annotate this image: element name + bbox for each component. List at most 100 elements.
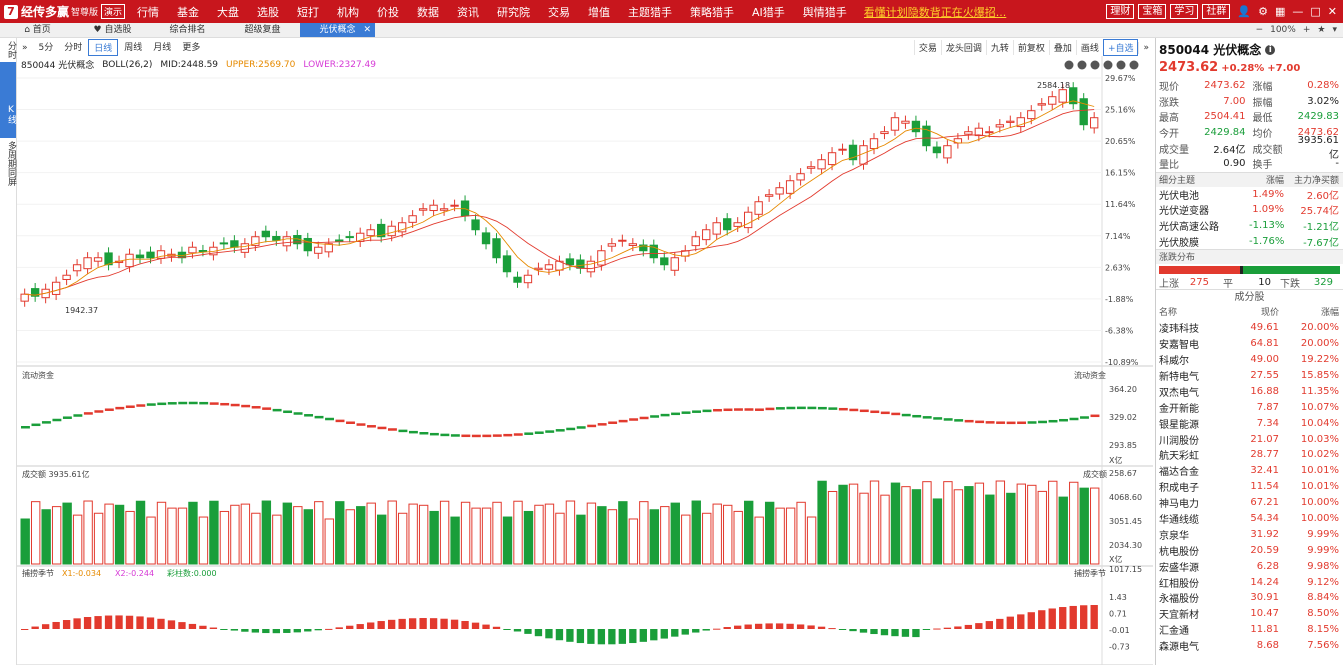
period-button[interactable]: 周线 [124, 43, 143, 53]
period-button[interactable]: 日线 [88, 39, 119, 56]
nav-item[interactable]: 主题猎手 [628, 5, 672, 19]
constituent-row[interactable]: 天宜新材 10.47 8.50% [1156, 606, 1343, 622]
constituent-row[interactable]: 永福股份 30.91 8.84% [1156, 590, 1343, 606]
tab-item[interactable]: ♥ 自选股 [75, 23, 150, 37]
constituent-row[interactable]: 川润股份 21.07 10.03% [1156, 431, 1343, 447]
nav-item[interactable]: 研究院 [497, 5, 530, 19]
maximize-icon[interactable]: □ [1310, 5, 1321, 18]
view-item[interactable]: 分时 [6, 41, 16, 59]
app-logo[interactable]: 7 经传多赢 智尊版 演示 [0, 3, 128, 20]
chart-tool-button[interactable]: 前复权 [1012, 40, 1049, 55]
chart-tool-button[interactable]: 叠加 [1048, 40, 1076, 55]
nav-item[interactable]: 短打 [297, 5, 319, 19]
constituent-row[interactable]: 金开新能 7.87 10.07% [1156, 399, 1343, 415]
constituent-row[interactable]: 神马电力 67.21 10.00% [1156, 495, 1343, 511]
constituent-row[interactable]: 积成电子 11.54 10.01% [1156, 479, 1343, 495]
top-button[interactable]: 宝箱 [1138, 4, 1167, 19]
nav-item[interactable]: AI猎手 [752, 5, 785, 19]
close-icon[interactable] [1103, 60, 1113, 70]
constituent-row[interactable]: 安嘉智电 64.81 20.00% [1156, 336, 1343, 352]
constituent-row[interactable]: 双杰电气 16.88 11.35% [1156, 383, 1343, 399]
ind-bar [419, 618, 427, 629]
zoom-in-icon[interactable]: + [1302, 25, 1311, 35]
constituent-row[interactable]: 凌玮科技 49.61 20.00% [1156, 320, 1343, 336]
top-button[interactable]: 理财 [1106, 4, 1135, 19]
constituent-row[interactable]: 华通线缆 54.34 10.00% [1156, 511, 1343, 527]
subtheme-row[interactable]: 光伏胶膜 -1.76% -7.67亿 [1156, 233, 1343, 249]
candle [20, 293, 29, 302]
subtheme-row[interactable]: 光伏逆变器 1.09% 25.74亿 [1156, 202, 1343, 218]
view-item[interactable]: K线 [0, 62, 16, 138]
nav-item[interactable]: 交易 [548, 5, 570, 19]
nav-item[interactable]: 行情 [137, 5, 159, 19]
more-icon[interactable]: ▾ [1332, 25, 1337, 35]
star-icon[interactable]: ★ [1317, 25, 1326, 35]
period-button[interactable]: 更多 [182, 43, 201, 53]
subtheme-row[interactable]: 光伏高速公路 -1.13% -1.21亿 [1156, 218, 1343, 234]
grid-icon[interactable]: ▦ [1274, 5, 1286, 18]
constituent-row[interactable]: 新特电气 27.55 15.85% [1156, 368, 1343, 384]
flow-bar [807, 406, 817, 410]
candle [377, 223, 386, 238]
tab-item[interactable]: ⌂ 首页 [0, 23, 75, 37]
candle [418, 208, 428, 211]
candle [387, 225, 396, 237]
nav-item[interactable]: 资讯 [457, 5, 479, 19]
period-button[interactable]: 分时 [64, 43, 83, 53]
top-button[interactable]: 学习 [1170, 4, 1199, 19]
nav-item[interactable]: 数据 [417, 5, 439, 19]
settings-icon[interactable] [1116, 60, 1126, 70]
tab-item[interactable]: 超级复盘 [225, 23, 300, 37]
chart-tool-button[interactable]: 九转 [985, 40, 1013, 55]
constituent-row[interactable]: 京泉华 31.92 9.99% [1156, 526, 1343, 542]
minus-icon[interactable] [1090, 60, 1100, 70]
chart-tool-button[interactable]: +自选 [1102, 39, 1139, 56]
top-button[interactable]: 社群 [1202, 4, 1231, 19]
minimize-icon[interactable]: — [1292, 5, 1304, 18]
refresh-icon[interactable] [1064, 60, 1074, 70]
zoom-out-icon[interactable]: − [1255, 25, 1264, 35]
nav-item[interactable]: 基金 [177, 5, 199, 19]
news-marquee[interactable]: 看懂计划隐数背正在火爆招... [863, 5, 1007, 19]
chart-tool-button[interactable]: 龙头回调 [940, 40, 986, 55]
period-button[interactable]: 月线 [153, 43, 172, 53]
view-item[interactable]: 多周期同屏 [6, 141, 16, 186]
tab-item[interactable]: 综合排名 [150, 23, 225, 37]
constituent-row[interactable]: 科威尔 49.00 19.22% [1156, 352, 1343, 368]
nav-item[interactable]: 舆情猎手 [802, 5, 847, 19]
period-button[interactable]: 5分 [38, 43, 54, 53]
subtheme-row[interactable]: 光伏电池 1.49% 2.60亿 [1156, 187, 1343, 203]
kline-chart[interactable]: 29.67% 25.16% 20.65% 16.15% 11.64% 7.14% 2.63%… [17, 56, 1153, 665]
constituent-row[interactable]: 红相股份 14.24 9.12% [1156, 574, 1343, 590]
tab-item[interactable]: 光伏概念 ✕ [300, 23, 375, 37]
collapse-icon[interactable]: » [22, 42, 28, 53]
constituent-row[interactable]: 银星能源 7.34 10.04% [1156, 415, 1343, 431]
nav-item[interactable]: 增值 [588, 5, 610, 19]
expand-icon[interactable]: » [1138, 41, 1153, 54]
constituent-row[interactable]: 宏盛华源 6.28 9.98% [1156, 558, 1343, 574]
nav-item[interactable]: 大盘 [217, 5, 239, 19]
info-icon[interactable]: i [1265, 44, 1276, 55]
constituent-row[interactable]: 汇金通 11.81 8.15% [1156, 622, 1343, 638]
constituent-row[interactable]: 航天彩虹 28.77 10.02% [1156, 447, 1343, 463]
nav-item[interactable]: 机构 [337, 5, 359, 19]
chart-tool-button[interactable]: 交易 [913, 40, 941, 55]
zoom-level: 100% [1270, 25, 1296, 35]
constituent-row[interactable]: 森源电气 8.68 7.56% [1156, 638, 1343, 654]
user-icon[interactable]: 👤 [1237, 5, 1252, 18]
ind-bar [964, 624, 973, 629]
add-icon[interactable] [1077, 60, 1087, 70]
close-tab-icon[interactable]: ✕ [363, 25, 371, 35]
nav-item[interactable]: 价投 [377, 5, 399, 19]
help-icon[interactable] [1129, 60, 1139, 70]
close-icon[interactable]: ✕ [1327, 5, 1337, 18]
ind-bar [985, 621, 993, 629]
boll-params[interactable]: BOLL(26,2) [102, 59, 153, 70]
flow-bar [387, 428, 397, 431]
constituent-row[interactable]: 杭电股份 20.59 9.99% [1156, 542, 1343, 558]
gear-icon[interactable]: ⚙ [1258, 5, 1268, 18]
chart-tool-button[interactable]: 画线 [1075, 40, 1103, 55]
nav-item[interactable]: 选股 [257, 5, 279, 19]
constituent-row[interactable]: 福达合金 32.41 10.01% [1156, 463, 1343, 479]
nav-item[interactable]: 策略猎手 [690, 5, 734, 19]
